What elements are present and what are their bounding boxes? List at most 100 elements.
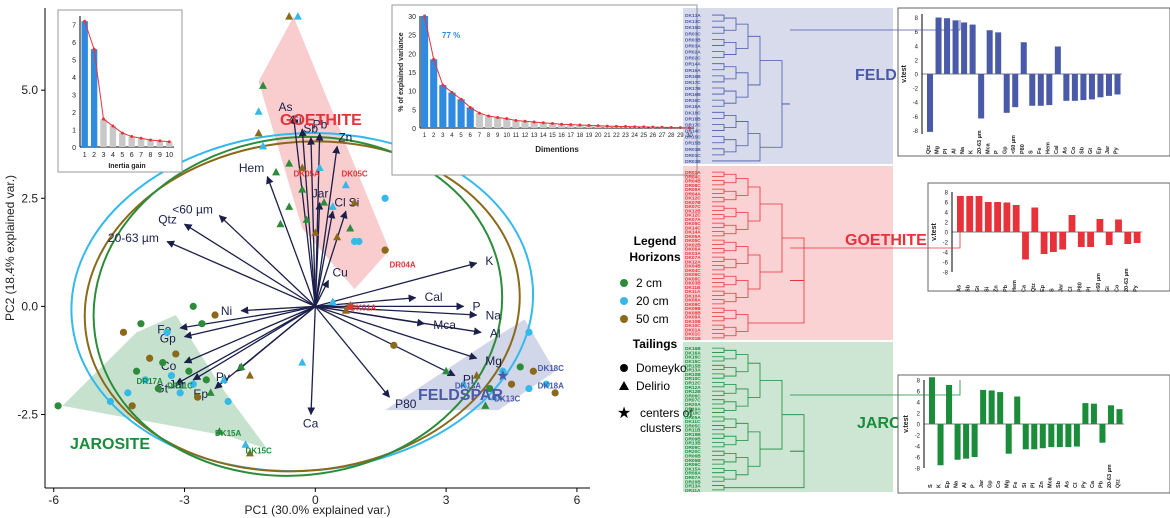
vtest-category-label: As xyxy=(956,285,962,292)
vtest-bar-jarosite xyxy=(1005,424,1012,454)
legend-horizons-title: Horizons xyxy=(629,250,681,264)
sample-point-h2 xyxy=(202,376,210,384)
dendro-leaf-label: DK12C xyxy=(685,213,701,219)
dendro-leaf-label: DK05C xyxy=(685,238,701,244)
vtest-category-label: <60 µm xyxy=(1096,273,1102,292)
dendro-leaf-label: DR09B xyxy=(685,436,701,442)
vtest-category-label: Fe xyxy=(1013,482,1019,488)
legend-label-2cm: 2 cm xyxy=(636,276,662,290)
variance-curve-point xyxy=(651,125,655,129)
sample-point-h20 xyxy=(106,397,114,406)
dendro-leaf-label: DK07A xyxy=(685,217,701,223)
vtest-bar-feldspar xyxy=(1114,74,1121,95)
sample-point-h20 xyxy=(341,180,350,189)
sample-point-h20 xyxy=(189,380,197,388)
vtest-bar-feldspar xyxy=(935,17,942,74)
vtest-y-tick: 6 xyxy=(945,201,949,207)
sample-point-h2 xyxy=(481,401,490,409)
sample-label-dk13c: DK13C xyxy=(494,395,520,404)
legend-horizon-2cm: 2 cm xyxy=(620,276,662,290)
loading-arrow-qtz xyxy=(183,223,316,307)
vtest-category-label: Mg xyxy=(1005,480,1011,488)
vtest-y-tick: 8 xyxy=(917,379,921,385)
dendro-leaf-label: DK18C xyxy=(685,110,701,116)
variance-x-tick: 29 xyxy=(677,133,684,139)
vtest-y-tick: 4 xyxy=(915,44,919,50)
vtest-category-label: Py xyxy=(1133,284,1139,292)
variance-bar xyxy=(421,16,429,128)
vtest-bar-feldspar xyxy=(952,20,959,74)
vtest-bar-jarosite xyxy=(946,384,953,424)
vtest-y-tick: 8 xyxy=(945,191,949,197)
variance-bar xyxy=(512,120,520,128)
variance-x-tick: 2 xyxy=(432,133,436,139)
vtest-bar-feldspar xyxy=(1037,74,1044,106)
inertia-x-tick: 3 xyxy=(102,152,106,159)
variance-curve-point xyxy=(468,105,472,109)
dendro-leaf-label: DK14A xyxy=(685,230,701,236)
vtest-bar-goethite xyxy=(1022,232,1029,260)
vtest-bar-feldspar xyxy=(1003,74,1010,113)
variance-bar xyxy=(439,85,447,128)
variance-x-tick: 23 xyxy=(622,133,629,139)
dendro-leaf-label: DK08B xyxy=(685,310,701,316)
vtest-category-label: Jar xyxy=(1059,283,1065,292)
dendro-leaf-label: DR08C xyxy=(685,183,701,189)
dendro-leaf-label: DR09C xyxy=(685,445,701,451)
loading-arrow-al xyxy=(315,305,482,336)
dendro-leaf-label: DK03A xyxy=(685,251,701,257)
sample-point-h20 xyxy=(163,328,171,336)
vtest-bar-jarosite xyxy=(1082,403,1089,424)
inertia-inset-frame xyxy=(57,9,183,173)
vtest-category-label: P xyxy=(971,484,977,488)
dendro-leaf-label: DR11A xyxy=(685,488,701,494)
legend-label-20cm: 20 cm xyxy=(636,294,669,308)
dendro-leaf-label: DR17C xyxy=(685,80,701,86)
loading-arrow-k xyxy=(315,261,478,308)
vtest-category-label: Na xyxy=(960,146,966,154)
legend-tailing-domeyko: Domeyko xyxy=(620,361,687,375)
variance-curve-point xyxy=(550,122,554,126)
dendro-leaf-label: DK16C xyxy=(685,355,701,361)
vtest-category-label: Gt xyxy=(975,286,981,292)
vtest-bar-feldspar xyxy=(969,24,976,75)
vtest-category-label: Hem xyxy=(1012,280,1018,292)
vtest-category-label: Co xyxy=(996,480,1002,488)
loading-label-mca: Mca xyxy=(433,318,456,332)
variance-curve-point xyxy=(487,114,490,118)
loading-label-as: As xyxy=(278,100,292,114)
variance-x-tick: 8 xyxy=(487,133,491,139)
dendro-leaf-label: DK16B xyxy=(685,346,701,352)
sample-point-h20 xyxy=(167,371,176,380)
sample-point-h20 xyxy=(328,297,337,306)
dendro-leaf-label: DK10C xyxy=(685,323,701,329)
sample-point-h50 xyxy=(350,198,359,206)
variance-curve-point xyxy=(642,125,646,129)
sample-label-dr17a: DR17A xyxy=(137,377,163,386)
sample-point-h50 xyxy=(285,12,294,20)
sample-point-h2 xyxy=(516,363,524,371)
sample-point-h50 xyxy=(472,371,481,379)
sample-label-dk18a: DK18A xyxy=(538,382,564,391)
sample-point-h20 xyxy=(176,389,184,397)
loading-arrow-pl xyxy=(315,305,456,377)
legend-dot-50cm xyxy=(620,315,628,323)
sample-point-h2 xyxy=(259,81,267,89)
vtest-bar-jarosite xyxy=(1056,424,1063,448)
loading-arrow-sb xyxy=(307,136,316,307)
loading-label-gp: Gp xyxy=(160,332,176,346)
legend-label-50cm: 50 cm xyxy=(636,312,669,326)
inertia-bar xyxy=(147,140,154,147)
dendro-leaf-label: DK05C xyxy=(685,221,701,227)
dendro-leaf-label: DK04B xyxy=(685,264,701,270)
variance-curve-point xyxy=(459,97,463,101)
dendro-leaf-label: DR16B xyxy=(685,92,701,98)
x-tick-label: 3 xyxy=(443,493,450,507)
vtest-category-label: P80 xyxy=(1077,282,1083,292)
dendro-leaf-label: DR03A xyxy=(685,43,701,49)
vtest-y-title-goethite: v.test xyxy=(931,222,938,240)
variance-x-tick: 9 xyxy=(496,133,500,139)
vtest-bar-jarosite xyxy=(997,392,1004,424)
variance-curve-point xyxy=(624,125,627,129)
dendro-leaf-label: DR13B xyxy=(685,441,701,447)
